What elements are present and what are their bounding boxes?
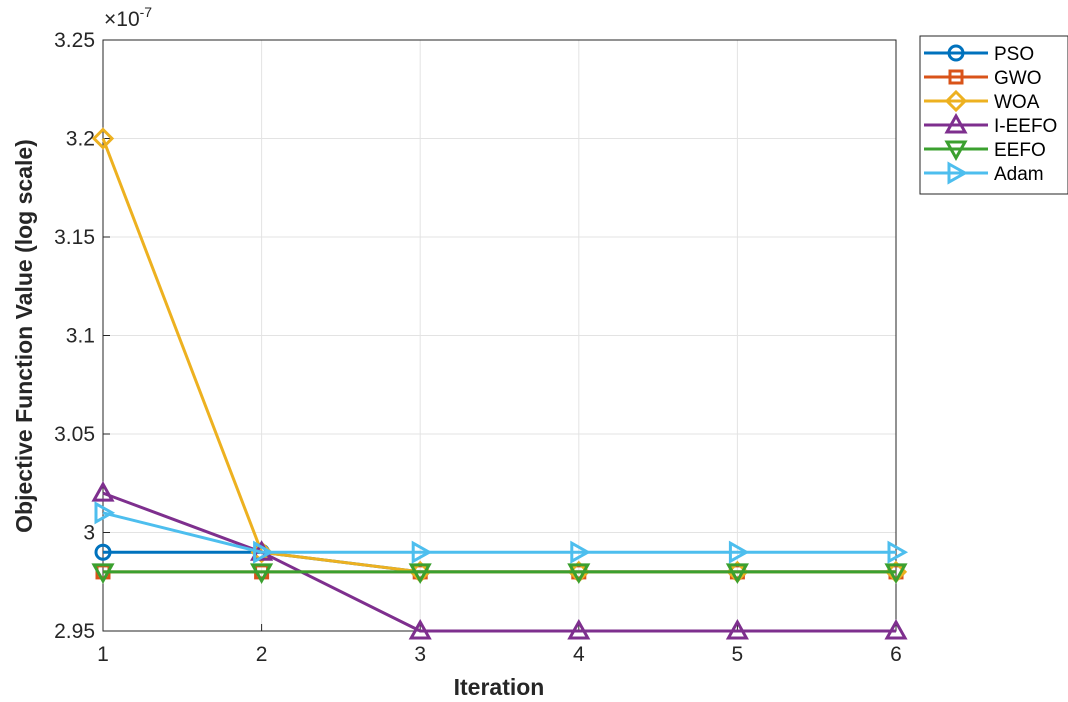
series-layer — [91, 127, 909, 640]
y-exponent-power: -7 — [140, 4, 153, 20]
legend-marker — [944, 112, 968, 134]
x-tick-label: 6 — [890, 643, 902, 666]
series-line — [102, 511, 896, 554]
data-point — [570, 540, 591, 564]
series-woa — [91, 127, 908, 584]
series-adam — [94, 501, 909, 564]
y-exponent-base: ×10 — [104, 8, 140, 31]
data-point — [725, 618, 749, 640]
legend-marker — [947, 44, 965, 62]
legend-item: EEFO — [924, 140, 1046, 162]
data-point — [728, 540, 750, 564]
y-tick-label: 3.15 — [54, 226, 95, 249]
data-point — [567, 563, 591, 584]
y-tick-label: 2.95 — [54, 620, 95, 643]
legend-label: EEFO — [994, 140, 1046, 161]
data-point — [887, 540, 909, 564]
legend-item: WOA — [924, 89, 1040, 113]
series-pso — [94, 543, 905, 581]
x-tick-label: 2 — [256, 643, 268, 666]
series-i-eefo — [91, 481, 908, 640]
y-tick-label: 3.1 — [66, 325, 95, 348]
data-point — [725, 563, 749, 584]
legend-label: PSO — [994, 44, 1034, 65]
y-tick-label: 3 — [83, 522, 95, 545]
data-point — [253, 540, 274, 564]
series-line — [101, 137, 896, 574]
legend-label: I-EEFO — [994, 116, 1057, 137]
y-tick-label: 3.25 — [54, 29, 95, 52]
x-tick-label: 4 — [573, 643, 585, 666]
series-line — [103, 550, 896, 574]
data-point — [567, 618, 591, 640]
legend-label: Adam — [994, 164, 1044, 185]
data-point — [411, 540, 433, 564]
legend-marker — [944, 89, 968, 113]
legend: PSO GWO WOA I-EEFO EEFO Adam — [919, 35, 1068, 195]
data-point — [884, 618, 908, 640]
data-point — [94, 501, 116, 525]
legend-label: WOA — [994, 92, 1040, 113]
y-axis-label: Objective Function Value (log scale) — [11, 139, 37, 533]
axis-ticks: 1 2 3 4 5 6 2.95 3 3.05 3.1 3.15 3.2 3.25 — [54, 29, 902, 666]
data-point — [250, 563, 274, 584]
data-point — [91, 563, 115, 584]
data-point — [884, 563, 908, 584]
data-point — [94, 543, 112, 561]
data-point — [408, 618, 432, 640]
legend-item: GWO — [924, 68, 1042, 89]
legend-box — [919, 35, 1068, 195]
legend-item: I-EEFO — [924, 112, 1057, 137]
data-point — [91, 481, 115, 502]
legend-item: Adam — [924, 161, 1044, 185]
legend-item: PSO — [924, 44, 1034, 65]
series-line — [102, 491, 896, 633]
y-tick-label: 3.2 — [66, 128, 95, 151]
y-exponent-label: ×10-7 — [104, 4, 152, 31]
legend-marker — [947, 161, 969, 185]
legend-marker — [948, 69, 964, 85]
data-point — [91, 127, 115, 150]
legend-marker — [944, 140, 968, 162]
series-eefo — [91, 563, 908, 584]
x-tick-label: 5 — [732, 643, 744, 666]
y-tick-label: 3.05 — [54, 423, 95, 446]
x-tick-label: 1 — [97, 643, 109, 666]
legend-label: GWO — [994, 68, 1042, 89]
x-tick-label: 3 — [414, 643, 426, 666]
x-axis-label: Iteration — [454, 674, 545, 700]
data-point — [408, 563, 432, 584]
